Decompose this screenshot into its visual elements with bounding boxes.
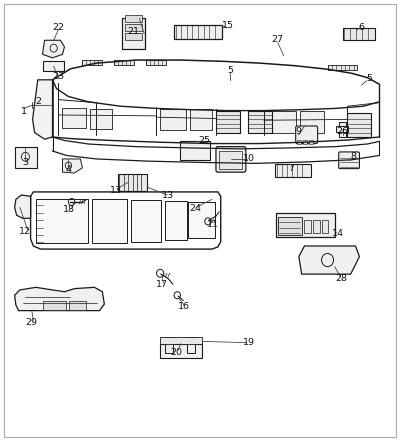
Bar xyxy=(174,25,222,39)
Bar xyxy=(304,220,311,233)
Polygon shape xyxy=(30,192,221,249)
Bar xyxy=(278,217,302,235)
FancyBboxPatch shape xyxy=(339,152,360,168)
Text: 13: 13 xyxy=(110,186,122,195)
Text: 26: 26 xyxy=(337,127,349,136)
Text: 4: 4 xyxy=(66,165,72,174)
Text: 19: 19 xyxy=(243,338,255,347)
Bar xyxy=(118,174,147,191)
Bar xyxy=(42,300,66,310)
Bar xyxy=(36,198,88,243)
Text: 28: 28 xyxy=(336,273,348,283)
Bar xyxy=(180,142,210,160)
Bar xyxy=(303,141,307,144)
Text: 11: 11 xyxy=(207,220,219,228)
Text: 5: 5 xyxy=(227,66,233,75)
Bar xyxy=(62,108,86,128)
Polygon shape xyxy=(15,288,104,310)
Bar xyxy=(313,220,320,233)
Text: 12: 12 xyxy=(20,228,32,236)
Text: 18: 18 xyxy=(63,205,75,213)
Bar xyxy=(165,201,187,240)
Text: 24: 24 xyxy=(189,204,201,213)
Bar xyxy=(42,61,64,71)
Bar xyxy=(339,122,346,137)
Bar xyxy=(248,111,272,133)
Text: 22: 22 xyxy=(52,22,64,32)
Text: 9: 9 xyxy=(296,127,302,136)
Polygon shape xyxy=(42,40,64,58)
Bar xyxy=(160,344,202,358)
Text: 17: 17 xyxy=(156,280,168,289)
Bar xyxy=(114,60,134,65)
Bar xyxy=(300,112,324,133)
Bar xyxy=(216,111,240,133)
Bar xyxy=(275,164,311,177)
Bar xyxy=(125,15,142,22)
Text: 25: 25 xyxy=(199,136,211,145)
Text: 10: 10 xyxy=(243,153,255,163)
Bar xyxy=(160,109,186,131)
Bar xyxy=(297,141,301,144)
Polygon shape xyxy=(15,195,30,218)
Bar xyxy=(165,336,173,353)
Bar xyxy=(219,151,242,168)
Bar xyxy=(187,336,195,353)
Text: 16: 16 xyxy=(178,302,190,311)
Text: 21: 21 xyxy=(127,27,139,36)
Bar xyxy=(132,200,161,242)
Bar xyxy=(125,24,142,31)
Polygon shape xyxy=(299,246,360,274)
Bar xyxy=(343,28,375,40)
Bar xyxy=(328,65,358,70)
Bar xyxy=(322,220,328,233)
Bar xyxy=(160,337,202,344)
Text: 6: 6 xyxy=(358,23,364,33)
Text: 2: 2 xyxy=(36,97,42,106)
Bar xyxy=(309,141,313,144)
Text: 8: 8 xyxy=(350,152,356,161)
Bar xyxy=(272,112,296,133)
Text: 13: 13 xyxy=(162,191,174,199)
Bar xyxy=(69,300,86,310)
Bar xyxy=(122,18,145,49)
Bar xyxy=(348,113,372,137)
FancyBboxPatch shape xyxy=(296,126,318,144)
Bar xyxy=(188,202,215,238)
Bar xyxy=(125,33,142,40)
Polygon shape xyxy=(62,159,82,173)
Bar xyxy=(92,198,128,243)
FancyBboxPatch shape xyxy=(216,147,246,172)
Bar xyxy=(276,213,335,237)
Text: 23: 23 xyxy=(52,72,64,81)
Text: 14: 14 xyxy=(332,229,344,238)
Text: 1: 1 xyxy=(21,107,27,116)
Text: 20: 20 xyxy=(170,348,182,357)
Polygon shape xyxy=(32,80,52,139)
Text: 5: 5 xyxy=(366,75,372,83)
Bar xyxy=(15,147,36,168)
Text: 3: 3 xyxy=(22,158,28,167)
Bar xyxy=(82,60,102,65)
Text: 7: 7 xyxy=(288,164,294,173)
Bar xyxy=(146,60,166,65)
Text: 15: 15 xyxy=(222,21,234,30)
Bar xyxy=(90,109,112,129)
Bar xyxy=(190,109,212,131)
Bar xyxy=(336,127,348,132)
Text: 29: 29 xyxy=(26,318,38,327)
Text: 27: 27 xyxy=(272,35,284,44)
